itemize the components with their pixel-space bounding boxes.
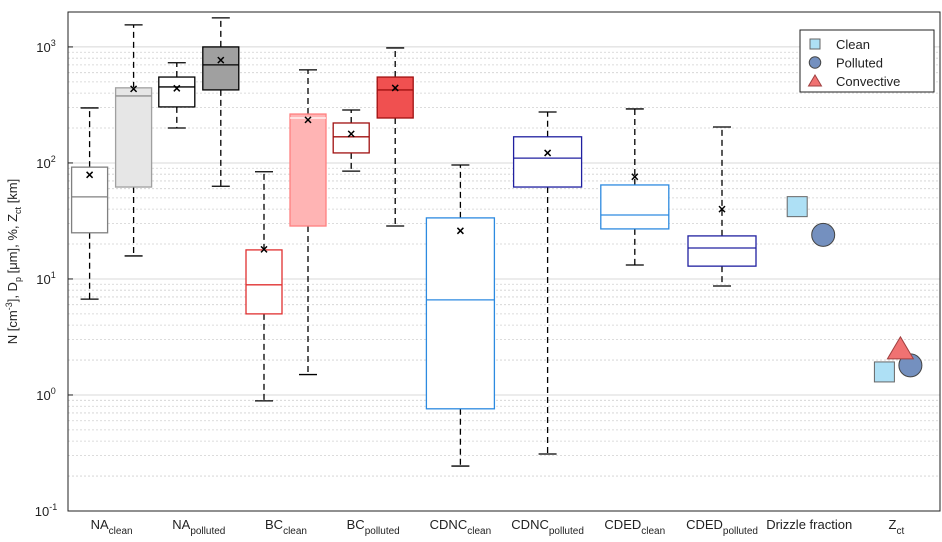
y-tick-base: 10 — [36, 40, 50, 55]
legend-box — [799, 29, 935, 93]
x-label-sub: polluted — [190, 526, 225, 537]
mean-marker — [347, 130, 355, 138]
y-label-part: ct — [13, 206, 23, 214]
x-label-base: Drizzle fraction — [766, 517, 852, 532]
y-tick-base: 10 — [36, 272, 50, 287]
marker-point — [886, 335, 915, 360]
legend-marker — [807, 74, 823, 87]
mean-marker — [544, 149, 552, 157]
y-tick-base: 10 — [36, 388, 50, 403]
y-label-part: -3 — [4, 302, 14, 310]
x-label-base: CDED — [686, 517, 723, 532]
box — [687, 235, 757, 267]
box — [600, 184, 670, 230]
box — [158, 76, 196, 108]
mean-marker — [456, 227, 464, 235]
x-tick-label: BCpolluted — [347, 517, 400, 537]
x-tick-label: NApolluted — [172, 517, 225, 537]
y-tick-exp: 1 — [51, 270, 56, 280]
x-label-base: BC — [265, 517, 283, 532]
x-label-sub: ct — [896, 526, 904, 537]
x-tick-label: CDNCpolluted — [511, 517, 584, 537]
x-tick-label: CDEDpolluted — [686, 517, 758, 537]
y-label-part: N [cm — [5, 310, 20, 344]
x-tick-label: CDNCclean — [430, 517, 491, 537]
legend-label: Polluted — [836, 56, 883, 71]
box — [202, 46, 240, 91]
x-label-sub: polluted — [365, 526, 400, 537]
marker-point — [811, 222, 836, 247]
mean-marker — [304, 116, 312, 124]
y-tick-exp: -1 — [49, 502, 57, 512]
x-label-base: CDED — [604, 517, 641, 532]
legend-marker — [808, 56, 822, 69]
mean-marker — [173, 84, 181, 92]
y-label-part: p — [13, 277, 23, 282]
x-label-base: Z — [889, 517, 897, 532]
x-tick-label: NAclean — [91, 517, 133, 537]
mean-marker — [391, 84, 399, 92]
marker-point — [873, 361, 895, 383]
mean-marker — [260, 245, 268, 253]
box — [512, 136, 583, 188]
box — [332, 122, 370, 154]
box — [114, 87, 153, 188]
y-label-part: [μm], %, Z — [5, 214, 20, 277]
y-tick-label: 102 — [36, 154, 55, 171]
y-tick-label: 103 — [36, 38, 55, 55]
y-tick-exp: 0 — [51, 386, 56, 396]
box — [245, 249, 283, 315]
x-tick-label: Zct — [889, 517, 905, 537]
legend-marker — [809, 38, 821, 50]
x-tick-label: CDEDclean — [604, 517, 665, 537]
x-label-base: NA — [172, 517, 190, 532]
x-label-sub: polluted — [549, 526, 584, 537]
x-tick-label: Drizzle fraction — [766, 517, 852, 532]
y-tick-label: 100 — [36, 386, 55, 403]
y-axis-label: N [cm-3], Dp [μm], %, Zct [km] — [4, 179, 23, 345]
mean-marker — [631, 173, 639, 181]
box — [70, 166, 109, 234]
mean-marker — [130, 85, 138, 93]
mean-marker — [86, 171, 94, 179]
plot-frame — [67, 11, 941, 512]
x-label-base: CDNC — [511, 517, 549, 532]
marker-point — [786, 196, 808, 218]
y-label-part: ], D — [5, 282, 20, 302]
x-label-base: NA — [91, 517, 109, 532]
y-tick-label: 101 — [36, 270, 55, 287]
y-label-part: [km] — [5, 179, 20, 207]
x-label-sub: clean — [641, 526, 665, 537]
x-label-sub: clean — [109, 526, 133, 537]
box — [289, 113, 327, 227]
x-label-base: BC — [347, 517, 365, 532]
legend-label: Convective — [836, 74, 900, 89]
y-tick-exp: 2 — [51, 154, 56, 164]
mean-marker — [217, 56, 225, 64]
legend-label: Clean — [836, 37, 870, 52]
y-tick-base: 10 — [35, 504, 49, 519]
box — [425, 217, 496, 410]
mean-marker — [718, 205, 726, 213]
x-label-base: CDNC — [430, 517, 468, 532]
x-label-sub: polluted — [723, 526, 758, 537]
x-label-sub: clean — [467, 526, 491, 537]
y-tick-exp: 3 — [51, 38, 56, 48]
box — [376, 76, 414, 119]
x-label-sub: clean — [283, 526, 307, 537]
y-tick-label: 10-1 — [35, 502, 57, 519]
x-tick-label: BCclean — [265, 517, 307, 537]
y-tick-base: 10 — [36, 156, 50, 171]
